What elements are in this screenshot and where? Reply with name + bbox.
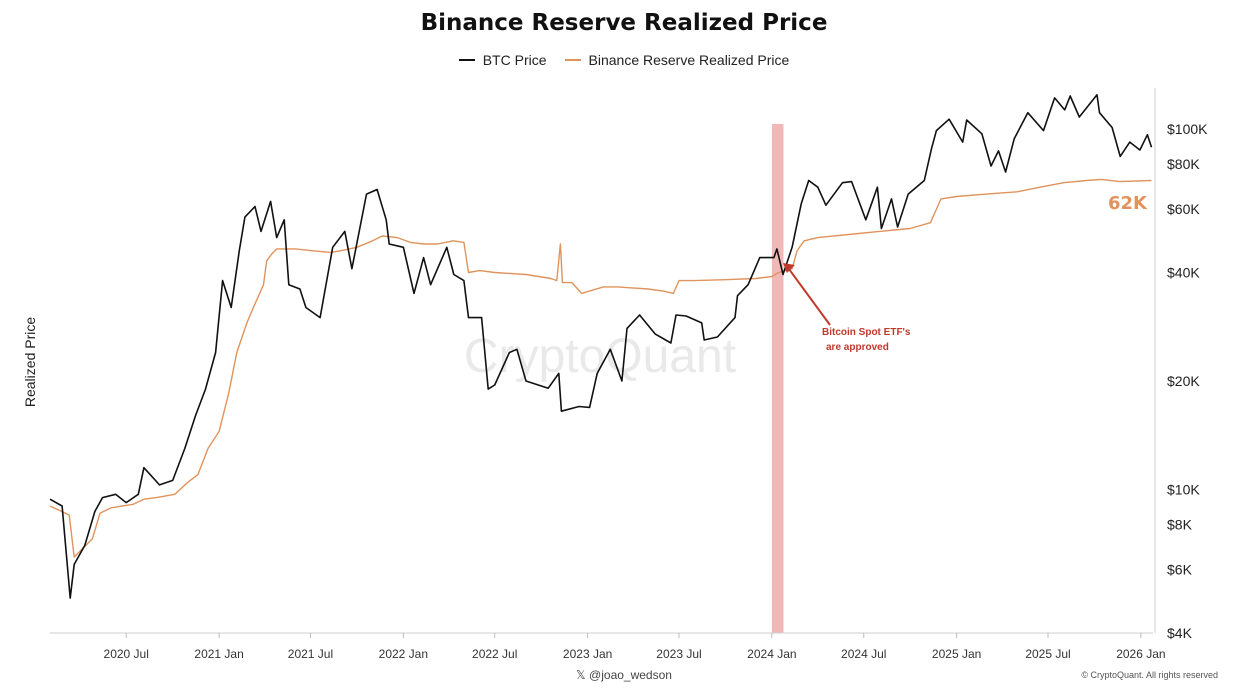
y-tick-label: $100K bbox=[1167, 121, 1208, 137]
y-tick-label: $40K bbox=[1167, 265, 1200, 281]
highlight-band-layer bbox=[771, 124, 784, 633]
legend-swatch-btc bbox=[458, 59, 475, 61]
x-tick-label: 2021 Jan bbox=[194, 647, 243, 661]
x-tick-label: 2023 Jan bbox=[563, 647, 612, 661]
y-tick-label: $10K bbox=[1167, 482, 1200, 498]
x-tick-label: 2022 Jul bbox=[472, 647, 517, 661]
x-tick-label: 2026 Jan bbox=[1116, 647, 1165, 661]
y-axis-title: Realized Price bbox=[22, 317, 38, 407]
legend-item-btc[interactable]: BTC Price bbox=[458, 52, 547, 68]
series-layer bbox=[49, 94, 1153, 599]
legend: BTC Price Binance Reserve Realized Price bbox=[0, 52, 1248, 68]
x-tick-label: 2024 Jul bbox=[841, 647, 886, 661]
x-tick-label: 2023 Jul bbox=[656, 647, 701, 661]
etf-annotation-line2: are approved bbox=[826, 342, 889, 353]
watermark: CryptoQuant bbox=[464, 330, 736, 383]
chart-title: Binance Reserve Realized Price bbox=[420, 10, 828, 36]
y-tick-label: $60K bbox=[1167, 201, 1200, 217]
etf-approval-band bbox=[771, 124, 784, 633]
legend-swatch-realized bbox=[564, 59, 581, 61]
y-tick-label: $80K bbox=[1167, 156, 1200, 172]
legend-item-realized[interactable]: Binance Reserve Realized Price bbox=[564, 52, 790, 68]
x-tick-label: 2021 Jul bbox=[288, 647, 333, 661]
y-tick-label: $20K bbox=[1167, 373, 1200, 389]
x-tick-label: 2022 Jan bbox=[379, 647, 428, 661]
x-tick-label: 2020 Jul bbox=[104, 647, 149, 661]
etf-arrow-line bbox=[788, 268, 831, 326]
etf-annotation-line1: Bitcoin Spot ETF's bbox=[822, 327, 911, 338]
annotations: Bitcoin Spot ETF's are approved 62K Real… bbox=[22, 193, 1148, 407]
series-realized-price bbox=[49, 178, 1152, 558]
y-tick-label: $4K bbox=[1167, 625, 1193, 641]
legend-label-btc: BTC Price bbox=[482, 52, 547, 68]
realized-price-label: 62K bbox=[1108, 193, 1148, 214]
x-tick-label: 2025 Jul bbox=[1025, 647, 1070, 661]
source-handle: 𝕏 @joao_wedson bbox=[576, 668, 672, 682]
etf-arrow-head bbox=[782, 263, 795, 274]
x-tick-label: 2024 Jan bbox=[747, 647, 796, 661]
series-btc-price bbox=[49, 94, 1153, 599]
y-tick-label: $8K bbox=[1167, 516, 1193, 532]
x-tick-label: 2025 Jan bbox=[932, 647, 981, 661]
y-tick-label: $6K bbox=[1167, 562, 1193, 578]
copyright: © CryptoQuant. All rights reserved bbox=[1081, 670, 1218, 680]
legend-label-realized: Binance Reserve Realized Price bbox=[588, 52, 790, 68]
axes: 2020 Jul 2021 Jan 2021 Jul 2022 Jan 2022 Jul… bbox=[50, 88, 1208, 661]
